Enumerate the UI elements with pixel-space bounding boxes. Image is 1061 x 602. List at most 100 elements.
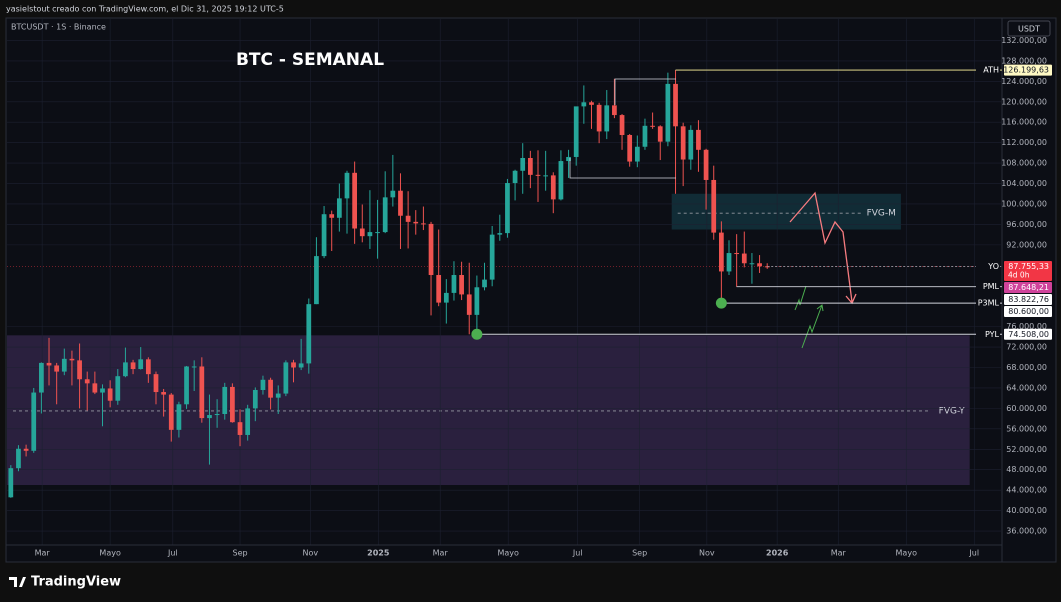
candle-body xyxy=(230,386,235,423)
candle-body xyxy=(604,105,610,132)
currency-box[interactable] xyxy=(1007,20,1051,37)
y-tick-label: 116.000,00 xyxy=(1001,118,1047,127)
range-lines xyxy=(569,78,676,179)
price-label-bg xyxy=(1004,261,1052,282)
candle-body xyxy=(77,360,82,380)
candle-body xyxy=(61,358,67,372)
candle-body xyxy=(589,102,594,105)
candle-body xyxy=(474,287,480,315)
x-tick-label: Sep xyxy=(632,549,647,558)
level-label: ATH xyxy=(983,66,999,75)
y-tick-label: 40.000,00 xyxy=(1006,506,1047,515)
candle-body xyxy=(650,125,655,127)
candle-body xyxy=(237,422,243,435)
candle-body xyxy=(375,232,380,234)
candle-body xyxy=(665,83,671,142)
candle-body xyxy=(291,362,296,368)
y-tick-label: 104.000,00 xyxy=(1001,179,1047,188)
candle-body xyxy=(543,175,549,177)
x-tick-label: Mayo xyxy=(497,549,519,558)
y-tick-label: 128.000,00 xyxy=(1001,56,1047,65)
y-tick-label: 96.000,00 xyxy=(1006,220,1047,229)
candle-body xyxy=(566,156,571,162)
candle-body xyxy=(84,379,90,384)
candle-body xyxy=(558,161,564,200)
logo-text: TradingView xyxy=(31,575,121,590)
zone-label: FVG-M xyxy=(867,209,896,219)
y-tick-label: 92.000,00 xyxy=(1006,240,1047,249)
x-tick-label: Jul xyxy=(572,549,583,558)
x-tick-label: Mar xyxy=(831,549,847,558)
candle-body xyxy=(336,198,342,218)
x-tick-label: 2025 xyxy=(367,549,390,558)
level-label-bg xyxy=(976,65,1000,76)
candle-body xyxy=(642,125,648,147)
chart-frame xyxy=(5,17,1057,563)
y-tick-label: 132.000,00 xyxy=(1001,36,1047,45)
level-label-bg xyxy=(976,298,1000,309)
candle-body xyxy=(298,363,304,368)
candle-body xyxy=(512,170,518,184)
candle-body xyxy=(619,115,625,135)
candle-body xyxy=(596,104,602,132)
candle-body xyxy=(222,386,228,415)
candle-body xyxy=(627,134,633,162)
level-dot xyxy=(471,328,483,340)
candle-body xyxy=(466,294,472,315)
candle-body xyxy=(581,102,587,107)
y-tick-label: 64.000,00 xyxy=(1006,383,1047,392)
candle-body xyxy=(168,394,174,430)
y-tick-label: 52.000,00 xyxy=(1006,445,1047,454)
candle-body xyxy=(39,362,44,393)
candle-body xyxy=(497,233,503,235)
price-label-bg xyxy=(1004,306,1052,318)
level-label: PYL xyxy=(985,330,1000,339)
price-label-bg xyxy=(1004,282,1052,294)
candle-body xyxy=(252,389,258,409)
price-label-bg xyxy=(1004,328,1052,340)
candle-body xyxy=(23,448,29,451)
y-tick-label: 72.000,00 xyxy=(1006,343,1047,352)
currency[interactable]: USDT xyxy=(1018,25,1040,34)
candle-body xyxy=(535,174,541,176)
zone-label: FVG-Y xyxy=(939,406,965,416)
candle-body xyxy=(482,279,487,288)
x-tick-label: Jul xyxy=(167,549,178,558)
y-tick-label: 36.000,00 xyxy=(1006,527,1047,536)
candle-body xyxy=(612,105,617,116)
candle-body xyxy=(673,83,678,127)
logo-mark xyxy=(9,577,26,587)
candle-body xyxy=(54,365,60,372)
candle-body xyxy=(749,263,755,265)
candle-body xyxy=(726,253,732,272)
candle-body xyxy=(161,392,166,395)
candle-body xyxy=(245,408,251,435)
level-dot xyxy=(715,297,727,309)
price-label-bg xyxy=(1004,64,1052,76)
level-label-bg xyxy=(976,329,1000,340)
chart-title: BTC - SEMANAL xyxy=(236,50,384,70)
candle-body xyxy=(527,157,533,175)
candle-body xyxy=(711,179,717,233)
level-label-bg xyxy=(976,281,1000,292)
projection-arrow xyxy=(794,285,807,311)
candle-body xyxy=(283,362,289,394)
candle-body xyxy=(550,175,556,200)
candle-body xyxy=(634,146,640,162)
candle-body xyxy=(184,366,189,405)
candle-body xyxy=(451,275,457,293)
projection-arrow xyxy=(801,304,824,349)
price-label: 126.199,63 xyxy=(1003,66,1049,75)
candle-body xyxy=(489,234,495,280)
candle-body xyxy=(306,304,312,364)
candle-body xyxy=(390,190,396,198)
candle-body xyxy=(352,172,358,229)
candle-body xyxy=(8,468,14,498)
candle-body xyxy=(260,379,266,390)
level-label: PML xyxy=(983,282,1000,291)
price-label: 87.648,21 xyxy=(1008,283,1049,292)
candle-body xyxy=(459,275,464,295)
x-tick-label: Mayo xyxy=(99,549,121,558)
price-label: 83.822,76 xyxy=(1008,295,1049,304)
